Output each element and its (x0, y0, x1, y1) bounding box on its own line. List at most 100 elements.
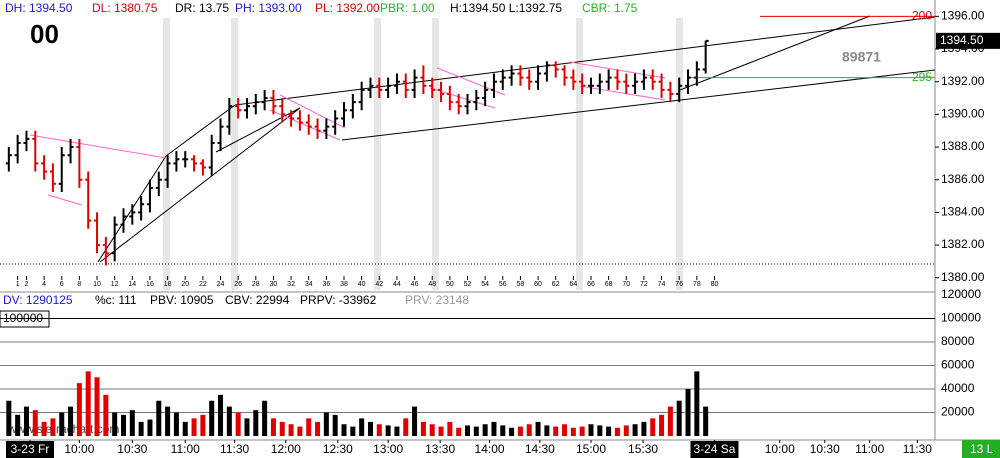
volume-bar (332, 414, 338, 436)
bar-tick-label: 30 (270, 281, 278, 288)
x-tick-label: 11:00 (855, 442, 884, 456)
header-stat: DR: 13.75 (175, 1, 229, 15)
volume-bar (606, 426, 612, 436)
x-tick-label: 11:30 (903, 442, 932, 456)
volume-bar (350, 426, 356, 436)
volume-bar (614, 427, 620, 436)
channel-lines (97, 15, 936, 263)
bar-tick-label: 48 (428, 281, 436, 288)
x-tick-label: 10:00 (765, 442, 795, 456)
volume-bar (270, 418, 276, 436)
y-tick-label: 1392.00 (941, 74, 985, 88)
volume-bar (253, 410, 259, 436)
x-tick-label: 14:30 (525, 442, 555, 456)
volume-bar (535, 421, 541, 436)
volume-stat: PRV: 23148 (405, 293, 469, 307)
volume-bar (76, 383, 82, 436)
x-tick-label: 11:00 (171, 442, 200, 456)
volume-bar (15, 414, 21, 436)
bar-tick-label: 68 (605, 281, 613, 288)
x-tick-label: 12:30 (323, 442, 353, 456)
bar-tick-label: 70 (622, 281, 630, 288)
header-stat: PL: 1392.00 (315, 1, 380, 15)
y-tick-label: 1380.00 (941, 270, 985, 284)
volume-stat: CBV: 22994 (225, 293, 290, 307)
volume-bar (412, 406, 418, 436)
volume-bar (288, 424, 294, 436)
last-price-box (936, 32, 1000, 49)
bar-tick-label: 24 (217, 281, 225, 288)
volume-bar (68, 406, 74, 436)
volume-bar (147, 419, 153, 436)
volume-stat: PBV: 10905 (150, 293, 214, 307)
bar-tick-label: 14 (128, 281, 136, 288)
y-tick-label: 20000 (941, 405, 975, 419)
x-tick-label: 10:30 (117, 442, 147, 456)
volume-bar (306, 418, 312, 436)
volume-bar (226, 406, 232, 436)
volume-bar (385, 425, 391, 436)
volume-bar (129, 410, 135, 436)
x-tick-label: 14:00 (475, 442, 505, 456)
bar-tick-label: 18 (164, 281, 172, 288)
level-label: 295 (912, 70, 932, 84)
volume-bar (209, 400, 215, 436)
bar-tick-label: 60 (534, 281, 542, 288)
volume-bar (32, 410, 38, 436)
volume-bar (473, 426, 479, 436)
bar-tick-label: 6 (60, 281, 64, 288)
bar-tick-label: 12 (111, 281, 119, 288)
volume-bar (6, 400, 12, 436)
volume-bar (447, 421, 453, 436)
x-tick-label: 15:00 (576, 442, 606, 456)
volume-bar (262, 400, 268, 436)
annotation: 89871 (842, 49, 881, 65)
volume-bar (59, 412, 65, 436)
volume-bar (341, 424, 347, 436)
bar-tick-label: 64 (569, 281, 577, 288)
bar-tick-label: 54 (481, 281, 489, 288)
volume-bar (165, 406, 171, 436)
volume-bar (420, 421, 426, 436)
volume-bar (703, 406, 709, 436)
bar-tick-label: 8 (77, 281, 81, 288)
counter: 00 (30, 19, 59, 49)
bar-tick-label: 40 (358, 281, 366, 288)
bar-tick-label: 22 (199, 281, 207, 288)
x-tick-label: 3-24 Sa (693, 442, 735, 456)
volume-bar (191, 418, 197, 436)
volume-bar (544, 425, 550, 436)
bar-tick-label: 72 (640, 281, 648, 288)
x-tick-label: 3-23 Fr (11, 442, 50, 456)
header-stat: PH: 1393.00 (235, 1, 302, 15)
volume-bar (156, 400, 162, 436)
volume-bar (632, 424, 638, 436)
bar-tick-label: 44 (393, 281, 401, 288)
bar-tick-label: 32 (287, 281, 295, 288)
x-tick-label: 11:30 (220, 442, 249, 456)
volume-bar (235, 412, 241, 436)
y-tick-label: 120000 (941, 287, 981, 301)
bar-tick-label: 38 (340, 281, 348, 288)
volume-bar (482, 424, 488, 436)
volume-bar (465, 425, 470, 436)
volume-bar (120, 414, 126, 436)
volume-bar (323, 412, 329, 436)
bar-tick-label: 80 (711, 281, 719, 288)
x-tick-label: 10:00 (64, 442, 94, 456)
volume-bar (403, 418, 409, 436)
bar-tick-label: 16 (146, 281, 154, 288)
volume-bar (491, 421, 497, 436)
bar-tick-label: 4 (42, 281, 46, 288)
bar-tick-label: 76 (675, 281, 683, 288)
volume-bar (650, 418, 656, 436)
session-bands (163, 18, 683, 290)
volume-bar (94, 377, 100, 436)
volume-bar (103, 394, 109, 436)
volume-bar (597, 425, 603, 436)
volume-bar (394, 426, 400, 436)
bar-tick-label: 42 (375, 281, 383, 288)
volume-bar (579, 426, 585, 436)
volume-bar (694, 371, 700, 436)
bar-tick-label: 2 (25, 281, 29, 288)
